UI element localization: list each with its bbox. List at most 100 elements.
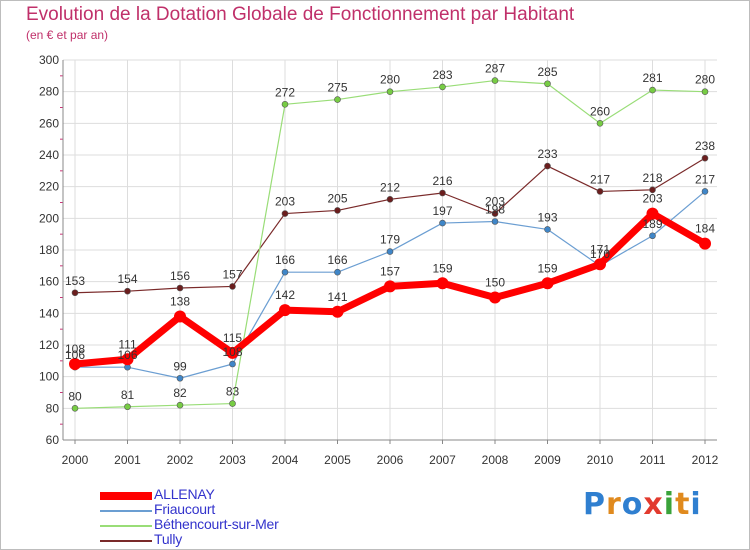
- data-label-allenay-2007: 159: [432, 261, 452, 275]
- y-tick-label-220: 220: [39, 180, 59, 194]
- data-point-tully-2005: [334, 207, 341, 214]
- y-tick-label-280: 280: [39, 85, 59, 99]
- data-label-b-thencourt-sur-mer-2003: 83: [226, 385, 240, 399]
- data-label-friaucourt-2011: 189: [642, 217, 662, 231]
- data-label-friaucourt-2007: 197: [432, 204, 452, 218]
- data-label-allenay-2012: 184: [695, 222, 715, 236]
- data-label-tully-2010: 217: [590, 172, 610, 186]
- legend-swatch-allenay: [100, 492, 152, 500]
- data-point-friaucourt-2003: [229, 360, 236, 368]
- data-labels: 153 154 156 157 203 205 212 216 203 233 217 218 238 8…: [65, 62, 715, 404]
- data-label-allenay-2008: 150: [485, 276, 505, 290]
- data-point-allenay-2004: [279, 304, 291, 317]
- data-label-tully-2005: 205: [327, 191, 347, 205]
- data-point-b-thencourt-sur-mer-2000: [71, 405, 79, 412]
- data-label-friaucourt-2005: 166: [327, 253, 347, 267]
- x-tick-label-2003: 2003: [219, 453, 246, 467]
- data-point-friaucourt-2006: [386, 248, 394, 255]
- data-point-friaucourt-2011: [649, 232, 656, 240]
- data-point-allenay-2003: [226, 346, 239, 359]
- legend-label-allenay: ALLENAY: [154, 486, 215, 502]
- legend-label-friaucourt: Friaucourt: [154, 501, 216, 517]
- logo-letter: r: [606, 487, 622, 522]
- y-tick-label-260: 260: [39, 116, 59, 130]
- data-point-tully-2004: [281, 210, 289, 217]
- x-tick-label-2012: 2012: [692, 453, 719, 467]
- data-point-allenay-2007: [436, 277, 449, 290]
- data-label-friaucourt-2003: 108: [222, 345, 242, 359]
- data-label-friaucourt-2000: 106: [65, 348, 85, 362]
- data-label-b-thencourt-sur-mer-2006: 280: [380, 73, 400, 87]
- data-point-friaucourt-2004: [281, 268, 289, 276]
- grid-lines: [63, 59, 717, 441]
- data-point-friaucourt-2005: [334, 268, 341, 276]
- chart-title: Evolution de la Dotation Globale de Fonc…: [26, 4, 575, 25]
- data-point-allenay-2009: [541, 277, 554, 290]
- x-tick-label-2005: 2005: [324, 453, 351, 467]
- data-point-friaucourt-2007: [439, 219, 446, 227]
- x-tick-label-2011: 2011: [640, 453, 666, 467]
- x-tick-label-2002: 2002: [167, 453, 194, 467]
- data-point-allenay-2001: [121, 353, 134, 366]
- data-point-tully-2012: [701, 154, 709, 162]
- data-label-friaucourt-2008: 198: [485, 203, 505, 217]
- data-label-b-thencourt-sur-mer-2007: 283: [432, 68, 452, 82]
- legend-label-bethencourt: Béthencourt-sur-Mer: [154, 516, 279, 532]
- data-point-b-thencourt-sur-mer-2006: [386, 88, 394, 95]
- logo-letter: i: [663, 487, 676, 522]
- data-point-tully-2008: [491, 210, 499, 217]
- data-label-allenay-2011: 203: [642, 192, 662, 206]
- data-label-allenay-2003: 115: [223, 331, 242, 345]
- data-point-friaucourt-2009: [544, 226, 551, 233]
- data-label-allenay-2004: 142: [275, 288, 295, 302]
- logo-letter: P: [583, 487, 606, 522]
- y-tick-label-60: 60: [46, 433, 60, 447]
- y-tick-label-140: 140: [39, 306, 59, 320]
- data-point-allenay-2005: [331, 305, 344, 318]
- data-point-allenay-2010: [594, 258, 606, 271]
- logo-letter: i: [690, 487, 702, 522]
- data-label-b-thencourt-sur-mer-2011: 281: [642, 71, 662, 85]
- y-tick-label-240: 240: [39, 148, 59, 162]
- x-tick-label-2008: 2008: [482, 453, 509, 467]
- data-point-b-thencourt-sur-mer-2005: [334, 96, 341, 103]
- proxiti-logo: Proxiti: [583, 487, 702, 522]
- data-label-friaucourt-2001: 106: [117, 348, 137, 362]
- y-tick-label-200: 200: [39, 211, 59, 225]
- data-point-tully-2011: [649, 186, 656, 194]
- data-point-b-thencourt-sur-mer-2002: [176, 401, 184, 409]
- data-point-tully-2000: [71, 289, 79, 297]
- data-label-b-thencourt-sur-mer-2000: 80: [68, 389, 82, 403]
- x-tick-label-2001: 2001: [114, 453, 141, 467]
- data-label-tully-2001: 154: [117, 272, 137, 286]
- data-label-friaucourt-2009: 193: [537, 210, 557, 224]
- data-label-friaucourt-2002: 99: [173, 359, 187, 373]
- data-label-tully-2008: 203: [485, 195, 505, 209]
- data-point-b-thencourt-sur-mer-2007: [439, 83, 446, 91]
- logo-letter: x: [643, 487, 664, 522]
- axes: 60 80 100 120 140 160 180 200 220 240 260 280 300 200…: [39, 53, 719, 467]
- data-point-tully-2003: [229, 283, 236, 290]
- data-label-friaucourt-2012: 217: [695, 172, 715, 186]
- y-tick-label-80: 80: [46, 401, 60, 415]
- data-point-allenay-2011: [646, 207, 659, 220]
- x-tick-label-2004: 2004: [272, 453, 299, 467]
- data-point-b-thencourt-sur-mer-2008: [491, 77, 499, 84]
- y-tick-label-180: 180: [39, 243, 59, 257]
- data-label-tully-2004: 203: [275, 195, 295, 209]
- x-tick-label-2010: 2010: [587, 453, 614, 467]
- legend-swatch-friaucourt: [100, 510, 152, 512]
- data-label-tully-2007: 216: [432, 174, 452, 188]
- data-point-allenay-2006: [384, 280, 396, 293]
- data-point-tully-2002: [176, 284, 184, 292]
- legend-label-tully: Tully: [154, 531, 183, 547]
- data-point-b-thencourt-sur-mer-2001: [124, 403, 131, 411]
- data-label-allenay-2009: 159: [537, 261, 557, 275]
- data-label-b-thencourt-sur-mer-2005: 275: [327, 81, 347, 95]
- data-point-friaucourt-2012: [701, 188, 709, 195]
- data-label-b-thencourt-sur-mer-2009: 285: [537, 65, 557, 79]
- data-point-allenay-2012: [699, 237, 711, 250]
- data-point-b-thencourt-sur-mer-2010: [596, 120, 604, 127]
- x-tick-label-2000: 2000: [62, 453, 89, 467]
